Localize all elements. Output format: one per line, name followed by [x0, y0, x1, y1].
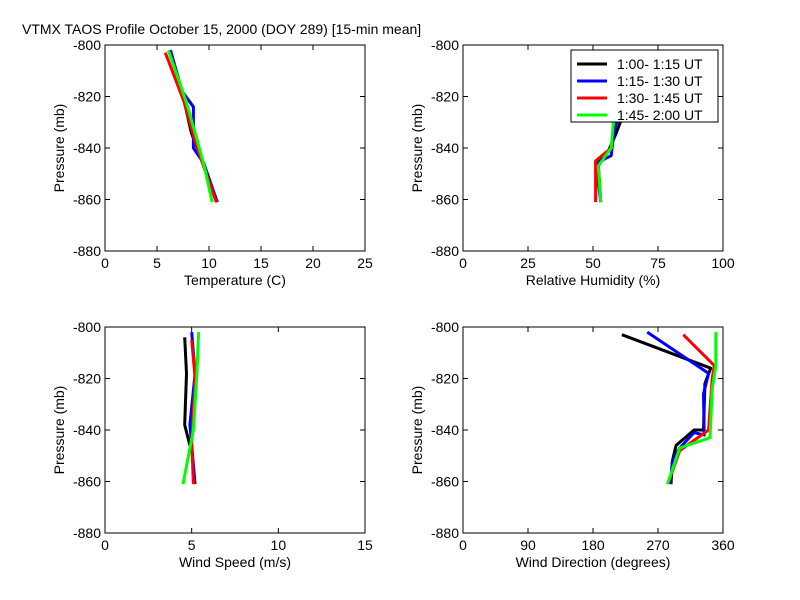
temperature-ytick-label: -820: [73, 89, 101, 105]
wind-direction-xtick-label: 0: [459, 537, 467, 553]
wind-direction-ytick-label: -820: [431, 371, 459, 387]
wind-speed-panel: 0 5 10 15 -880 -860 -840 -820 -800 Wind Speed (m/…: [51, 319, 373, 570]
humidity-xlabel: Relative Humidity (%): [526, 272, 661, 288]
humidity-ytick-label: -860: [431, 192, 459, 208]
temperature-ylabel: Pressure (mb): [51, 104, 67, 193]
wind-speed-ytick-label: -800: [73, 319, 101, 335]
wind-speed-ytick-label: -820: [73, 371, 101, 387]
wind-speed-axes-box: [104, 326, 366, 534]
temperature-ytick-label: -860: [73, 192, 101, 208]
legend-label-2: 1:15- 1:30 UT: [617, 73, 703, 89]
humidity-ytick-label: -820: [431, 89, 459, 105]
humidity-ytick-label: -800: [431, 37, 459, 53]
humidity-series-2-line: [594, 114, 621, 203]
wind-speed-ylabel: Pressure (mb): [51, 386, 67, 475]
humidity-ytick-label: -880: [431, 243, 459, 259]
wind-speed-xtick-label: 10: [271, 537, 287, 553]
humidity-ytick-label: -840: [431, 140, 459, 156]
temperature-panel: 0 5 10 15 20 25 -880 -860 -840 -820 -800 Temperatur…: [51, 37, 373, 288]
wind-speed-ytick-label: -860: [73, 474, 101, 490]
legend-box: [570, 49, 719, 123]
humidity-xtick-label: 75: [650, 255, 666, 271]
figure-title: VTMX TAOS Profile October 15, 2000 (DOY …: [22, 21, 421, 37]
temperature-ytick-label: -800: [73, 37, 101, 53]
wind-speed-series-4-line: [181, 332, 201, 485]
wind-direction-xtick-label: 180: [581, 537, 605, 553]
temperature-series-4-line: [166, 49, 214, 203]
wind-direction-ytick-label: -880: [431, 525, 459, 541]
wind-direction-ylabel: Pressure (mb): [409, 386, 425, 475]
wind-direction-axes-box: [462, 326, 724, 534]
temperature-xtick-label: 10: [201, 255, 217, 271]
wind-direction-xlabel: Wind Direction (degrees): [516, 554, 671, 570]
wind-direction-xtick-label: 90: [520, 537, 536, 553]
wind-speed-ytick-label: -880: [73, 525, 101, 541]
wind-direction-panel: 0 90 180 270 360 -880 -860 -840 -820 -800 Wind Dir…: [409, 319, 735, 570]
legend-label-3: 1:30- 1:45 UT: [617, 90, 703, 106]
humidity-xtick-label: 50: [585, 255, 601, 271]
temperature-xtick-label: 5: [153, 255, 161, 271]
humidity-xtick-label: 100: [711, 255, 735, 271]
humidity-xtick-label: 0: [459, 255, 467, 271]
humidity-ylabel: Pressure (mb): [409, 104, 425, 193]
wind-direction-ytick-label: -860: [431, 474, 459, 490]
wind-speed-xtick-label: 0: [101, 537, 109, 553]
wind-direction-xtick-label: 360: [711, 537, 735, 553]
wind-direction-series-2-line: [646, 330, 711, 485]
wind-speed-xtick-label: 15: [357, 537, 373, 553]
humidity-xtick-label: 25: [520, 255, 536, 271]
temperature-xlabel: Temperature (C): [184, 272, 286, 288]
temperature-ytick-label: -880: [73, 243, 101, 259]
wind-direction-ytick-label: -840: [431, 422, 459, 438]
temperature-axes-box: [104, 44, 366, 252]
humidity-series-3-line: [594, 146, 613, 203]
wind-direction-series-4-line: [665, 332, 718, 485]
panels: 0 5 10 15 20 25 -880 -860 -840 -820 -800 Temperatur…: [51, 37, 735, 570]
legend-label-4: 1:45- 2:00 UT: [617, 107, 703, 123]
wind-speed-xtick-label: 5: [188, 537, 196, 553]
legend-label-1: 1:00- 1:15 UT: [617, 56, 703, 72]
temperature-xtick-label: 15: [253, 255, 269, 271]
temperature-xtick-label: 0: [101, 255, 109, 271]
temperature-xtick-label: 20: [305, 255, 321, 271]
wind-speed-ytick-label: -840: [73, 422, 101, 438]
wind-direction-ytick-label: -800: [431, 319, 459, 335]
temperature-ytick-label: -840: [73, 140, 101, 156]
wind-speed-series-1-line: [183, 337, 192, 446]
wind-direction-xtick-label: 270: [646, 537, 670, 553]
legend: 1:00- 1:15 UT 1:15- 1:30 UT 1:30- 1:45 U…: [570, 49, 719, 123]
wind-speed-xlabel: Wind Speed (m/s): [179, 554, 291, 570]
temperature-xtick-label: 25: [357, 255, 373, 271]
